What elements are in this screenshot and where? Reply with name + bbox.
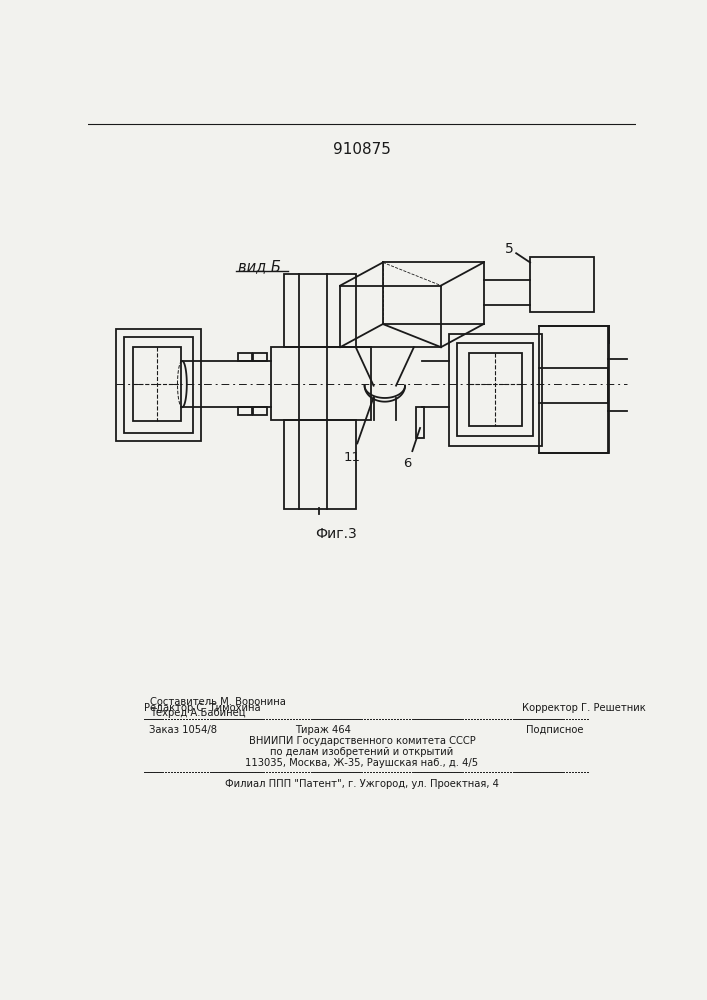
Text: 5: 5: [505, 242, 513, 256]
Text: Техред А.Бабинец: Техред А.Бабинец: [151, 708, 246, 718]
Bar: [134, 347, 182, 421]
Text: Фиг.3: Фиг.3: [315, 527, 357, 541]
Bar: [238, 353, 252, 361]
Text: 11: 11: [344, 451, 361, 464]
Bar: [416, 407, 424, 438]
Bar: [238, 407, 252, 415]
Text: по делам изобретений и открытий: по делам изобретений и открытий: [270, 747, 454, 757]
Text: Составитель М. Воронина: Составитель М. Воронина: [151, 697, 286, 707]
Bar: [284, 274, 356, 347]
Bar: [457, 343, 533, 436]
Text: 6: 6: [404, 457, 412, 470]
Bar: [124, 337, 193, 433]
Bar: [469, 353, 522, 426]
Text: вид Б: вид Б: [238, 259, 281, 274]
Text: 113035, Москва, Ж-35, Раушская наб., д. 4/5: 113035, Москва, Ж-35, Раушская наб., д. …: [245, 758, 479, 768]
Bar: [284, 420, 356, 509]
Text: Тираж 464: Тираж 464: [296, 725, 351, 735]
Bar: [253, 353, 267, 361]
Bar: [271, 347, 371, 420]
Bar: [539, 326, 609, 453]
Text: Заказ 1054/8: Заказ 1054/8: [149, 725, 217, 735]
Text: ВНИИПИ Государственного комитета СССР: ВНИИПИ Государственного комитета СССР: [249, 736, 475, 746]
Text: 910875: 910875: [333, 142, 391, 157]
Bar: [530, 257, 594, 312]
Bar: [115, 329, 201, 441]
Bar: [449, 334, 542, 446]
Text: Филиал ППП "Патент", г. Ужгород, ул. Проектная, 4: Филиал ППП "Патент", г. Ужгород, ул. Про…: [225, 779, 499, 789]
Bar: [253, 407, 267, 415]
Text: Редактор С. Тимохина: Редактор С. Тимохина: [144, 703, 261, 713]
Text: Корректор Г. Решетник: Корректор Г. Решетник: [522, 703, 646, 713]
Text: Подписное: Подписное: [526, 725, 584, 735]
